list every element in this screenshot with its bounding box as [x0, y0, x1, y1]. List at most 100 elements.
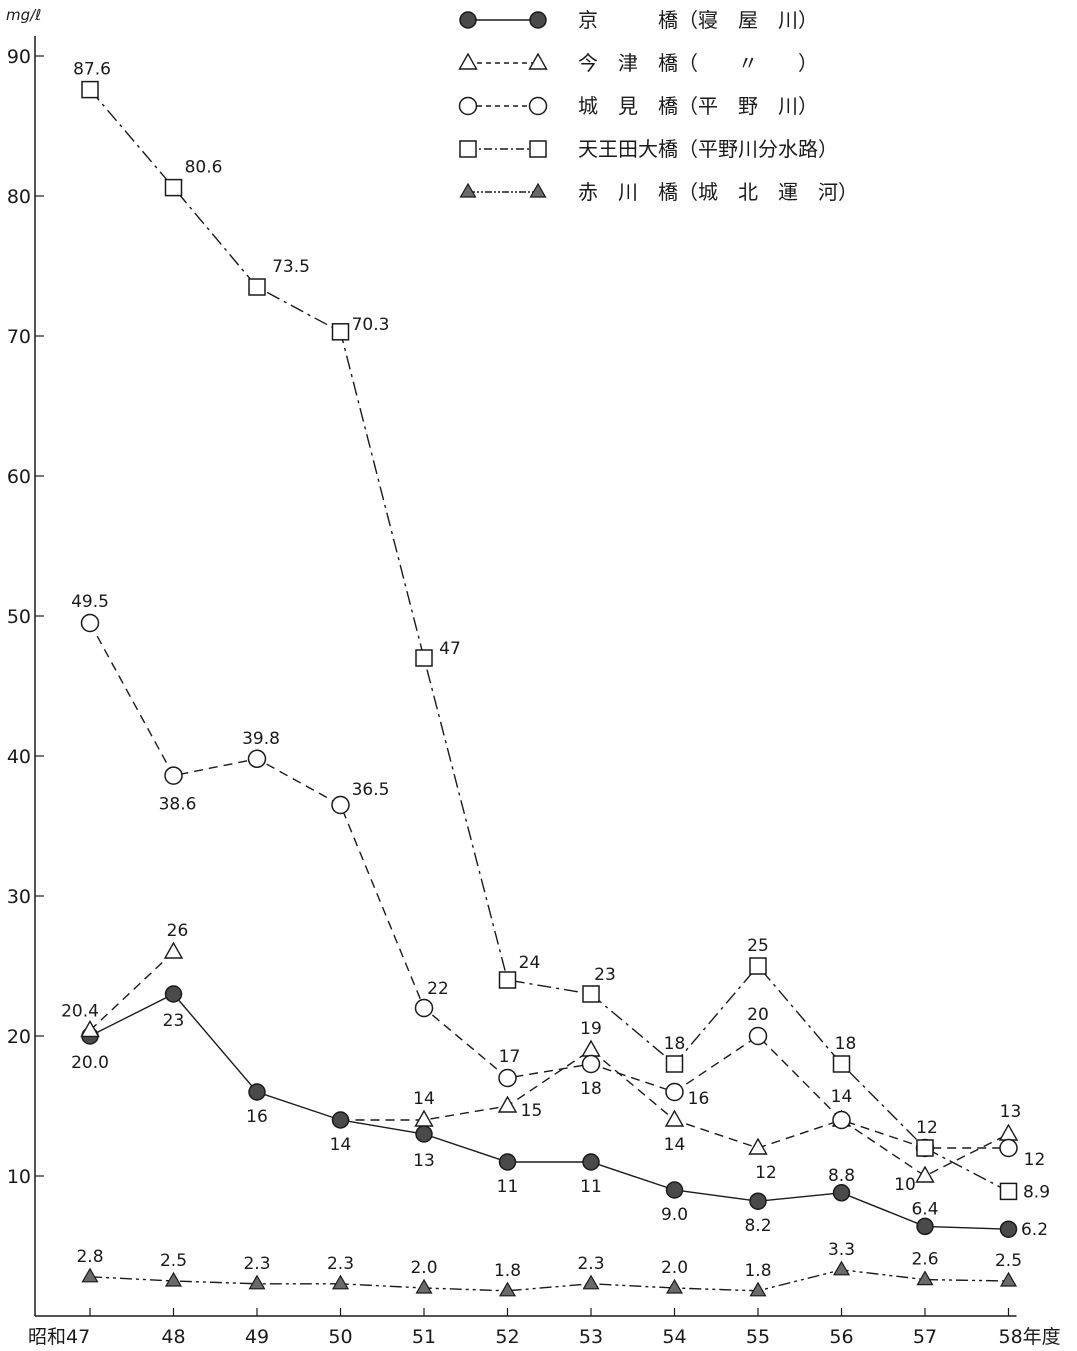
data-label: 11	[580, 1177, 602, 1197]
data-point	[164, 178, 183, 197]
data-point	[498, 1153, 517, 1171]
series-path	[89, 1269, 1009, 1292]
data-point	[163, 941, 184, 959]
series-markers	[80, 80, 1019, 1297]
data-point	[832, 1055, 851, 1073]
y-tick-label: 30	[7, 886, 31, 908]
data-point	[916, 1217, 934, 1236]
series-marker-group	[80, 613, 1018, 1158]
data-label: 18	[580, 1079, 602, 1099]
data-point	[582, 1153, 600, 1171]
series-path	[89, 951, 174, 1031]
data-point	[415, 1125, 433, 1143]
data-point	[999, 1271, 1018, 1287]
data-label: 2.5	[160, 1251, 187, 1271]
data-point	[529, 182, 547, 198]
data-label: 12	[755, 1163, 777, 1183]
data-label: 8.2	[744, 1216, 771, 1236]
data-label: 14	[831, 1087, 853, 1107]
data-point	[81, 1267, 99, 1283]
data-point	[528, 96, 548, 116]
data-point	[832, 1260, 851, 1276]
x-tick-label: 58年度	[999, 1326, 1061, 1348]
data-label: 14	[664, 1135, 686, 1155]
data-label: 36.5	[352, 780, 390, 800]
x-tick-label: 55	[746, 1326, 770, 1348]
legend-label: 今 津 橋（ 〃 ）	[578, 51, 818, 75]
data-label: 2.0	[410, 1258, 437, 1278]
data-label: 2.0	[661, 1258, 688, 1278]
data-label: 26	[167, 921, 189, 941]
x-tick-label: 49	[245, 1326, 269, 1348]
data-labels: 20.0 23 16 14 13 11 11 9.0 8.2 8.8 6.4 6.2 20.4 26 14 1…	[61, 60, 1050, 1281]
data-label: 87.6	[73, 60, 111, 80]
data-label: 16	[688, 1089, 710, 1109]
data-point	[748, 1026, 768, 1046]
series-line	[89, 1269, 1009, 1292]
series-label-group: 20.0 23 16 14 13 11 11 9.0 8.2 8.8 6.4 6.2	[71, 1011, 1048, 1240]
data-point	[582, 1274, 600, 1290]
x-tick-label: 56	[829, 1326, 853, 1348]
data-label: 2.3	[243, 1254, 270, 1274]
series-lines	[89, 89, 1009, 1292]
data-point	[248, 1083, 266, 1101]
data-point	[80, 1019, 100, 1038]
data-point	[458, 52, 478, 70]
x-tick-label: 57	[913, 1326, 937, 1348]
legend-entry: 赤 川 橋（城 北 運 河）	[459, 180, 858, 204]
data-point	[832, 1184, 851, 1202]
data-label: 1.8	[494, 1261, 521, 1281]
data-label: 73.5	[272, 257, 310, 277]
data-point	[581, 1054, 601, 1074]
data-label: 20.0	[71, 1053, 109, 1073]
data-label: 17	[499, 1047, 521, 1067]
data-point	[459, 11, 477, 29]
data-label: 8.8	[828, 1166, 855, 1186]
data-point	[999, 1220, 1018, 1238]
data-point	[497, 1095, 518, 1113]
data-label: 19	[580, 1019, 602, 1039]
data-point	[331, 1274, 350, 1290]
data-label: 38.6	[159, 795, 197, 815]
data-label: 25	[747, 936, 769, 956]
data-point	[331, 1111, 350, 1129]
data-point	[664, 1109, 685, 1127]
y-tick-label: 60	[7, 466, 31, 488]
data-point	[665, 1055, 684, 1073]
data-point	[459, 140, 477, 158]
legend-entry: 京 橋（寝 屋 川）	[459, 8, 818, 32]
data-point	[665, 1181, 684, 1199]
data-label: 23	[163, 1011, 185, 1031]
data-point	[498, 1068, 517, 1088]
data-point	[498, 1281, 517, 1297]
series-label-group: 87.6 80.6 73.5 70.3 47 24 23 18 25 18 12 8.9	[73, 60, 1050, 1203]
series-marker-group	[81, 1260, 1018, 1297]
data-point	[414, 998, 434, 1018]
data-label: 2.3	[577, 1254, 604, 1274]
data-point	[998, 1123, 1019, 1141]
y-tick-label: 80	[7, 186, 31, 208]
series-label-group: 49.5 38.6 39.8 36.5 22 17 18 16 20 12	[71, 592, 1045, 1170]
legend-label: 京 橋（寝 屋 川）	[578, 8, 818, 32]
data-point	[581, 1039, 601, 1057]
data-label: 18	[664, 1034, 686, 1054]
data-label: 16	[246, 1107, 268, 1127]
y-tick-label: 70	[7, 326, 31, 348]
axes: 10 20 30 40 50 60 70 80 90 昭和47 48 49 50 51 52 53 54 55 56…	[7, 36, 1061, 1348]
x-tick-label: 53	[579, 1326, 603, 1348]
data-point	[916, 1139, 934, 1157]
data-point	[999, 1182, 1018, 1201]
data-point	[749, 1281, 767, 1297]
data-label: 12	[1024, 1150, 1046, 1170]
data-label: 39.8	[242, 729, 280, 749]
data-point	[80, 613, 100, 633]
data-point	[749, 957, 767, 975]
data-point	[414, 1109, 434, 1127]
data-point	[665, 1082, 684, 1102]
data-label: 9.0	[661, 1205, 688, 1225]
x-tick-label: 52	[495, 1326, 519, 1348]
data-point	[164, 766, 183, 785]
data-label: 20	[747, 1005, 769, 1025]
data-point	[498, 971, 517, 989]
y-tick-label: 10	[7, 1166, 31, 1188]
